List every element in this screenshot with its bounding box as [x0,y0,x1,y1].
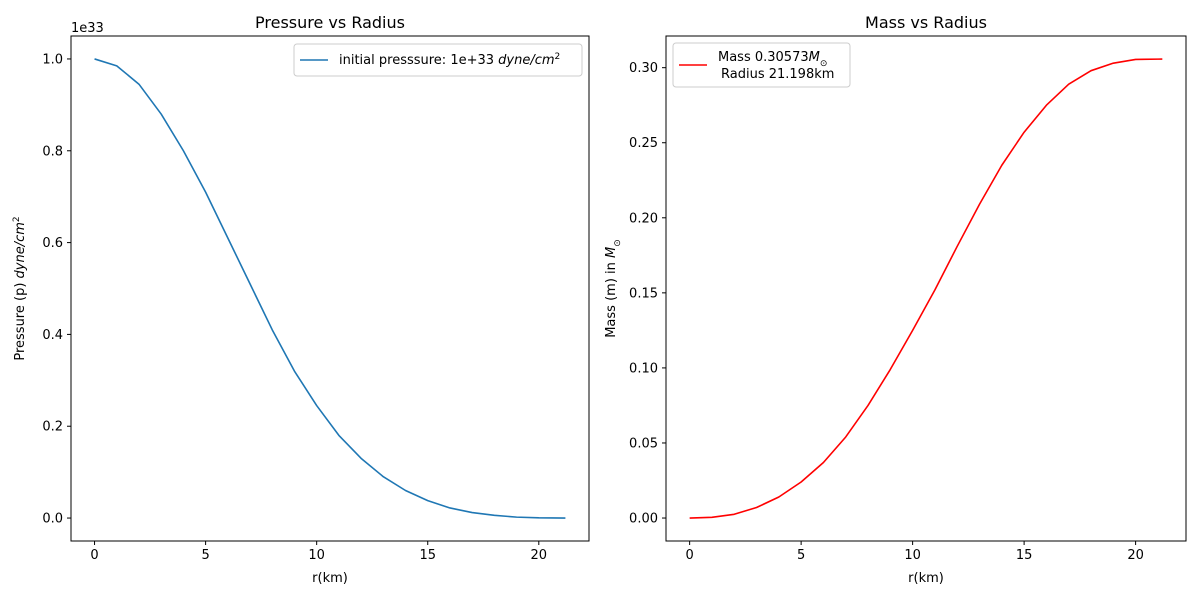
x-tick-label: 20 [531,548,548,563]
x-tick-label: 20 [1127,548,1144,563]
y-tick-label: 0.6 [42,236,63,251]
y-tick-label: 0.4 [42,328,63,343]
axes-frame [665,35,1187,542]
y-tick-label: 0.8 [42,144,63,159]
x-tick-label: 10 [904,548,921,563]
pressure-chart: Pressure vs Radius 0 5 10 15 20 0.0 0.2 0.4 0.6 0.… [12,13,590,586]
y-offset-label: 1e33 [71,21,104,36]
y-tick-label: 0.20 [629,211,658,226]
y-tick-label: 0.05 [629,436,658,451]
chart-title: Mass vs Radius [865,13,987,32]
x-axis-label: r(km) [908,571,944,586]
y-axis-label: Pressure (p) dyne/cm2 [12,216,28,360]
series-line [689,58,1163,519]
x-tick-label: 10 [308,548,325,563]
y-axis-label: Mass (m) in M⊙ [604,239,623,338]
x-tick-label: 5 [797,548,805,563]
y-tick-label: 0.00 [629,512,658,527]
legend-label-radius: Radius 21.198km [721,67,834,82]
x-tick-label: 0 [90,548,98,563]
y-tick-label: 0.0 [42,512,63,527]
x-tick-label: 15 [1016,548,1033,563]
y-tick-label: 0.30 [629,61,658,76]
x-tick-label: 0 [685,548,693,563]
series-line [94,58,566,519]
axes-frame [70,35,590,542]
y-tick-label: 0.15 [629,286,658,301]
x-axis-label: r(km) [312,571,348,586]
y-tick-label: 0.10 [629,361,658,376]
legend-label: initial presssure: 1e+33 dyne/cm2 [339,52,560,68]
mass-chart: Mass vs Radius 0 5 10 15 20 0.00 0.05 0.10 0.15 0.… [604,13,1187,586]
y-tick-label: 0.25 [629,136,658,151]
y-tick-label: 1.0 [42,52,63,67]
y-tick-label: 0.2 [42,420,63,435]
chart-title: Pressure vs Radius [255,13,405,32]
legend-label-mass: Mass 0.30573M⊙ [718,50,827,69]
x-tick-label: 5 [201,548,209,563]
legend-box [293,43,583,77]
legend-box [672,42,851,88]
x-tick-label: 15 [419,548,436,563]
